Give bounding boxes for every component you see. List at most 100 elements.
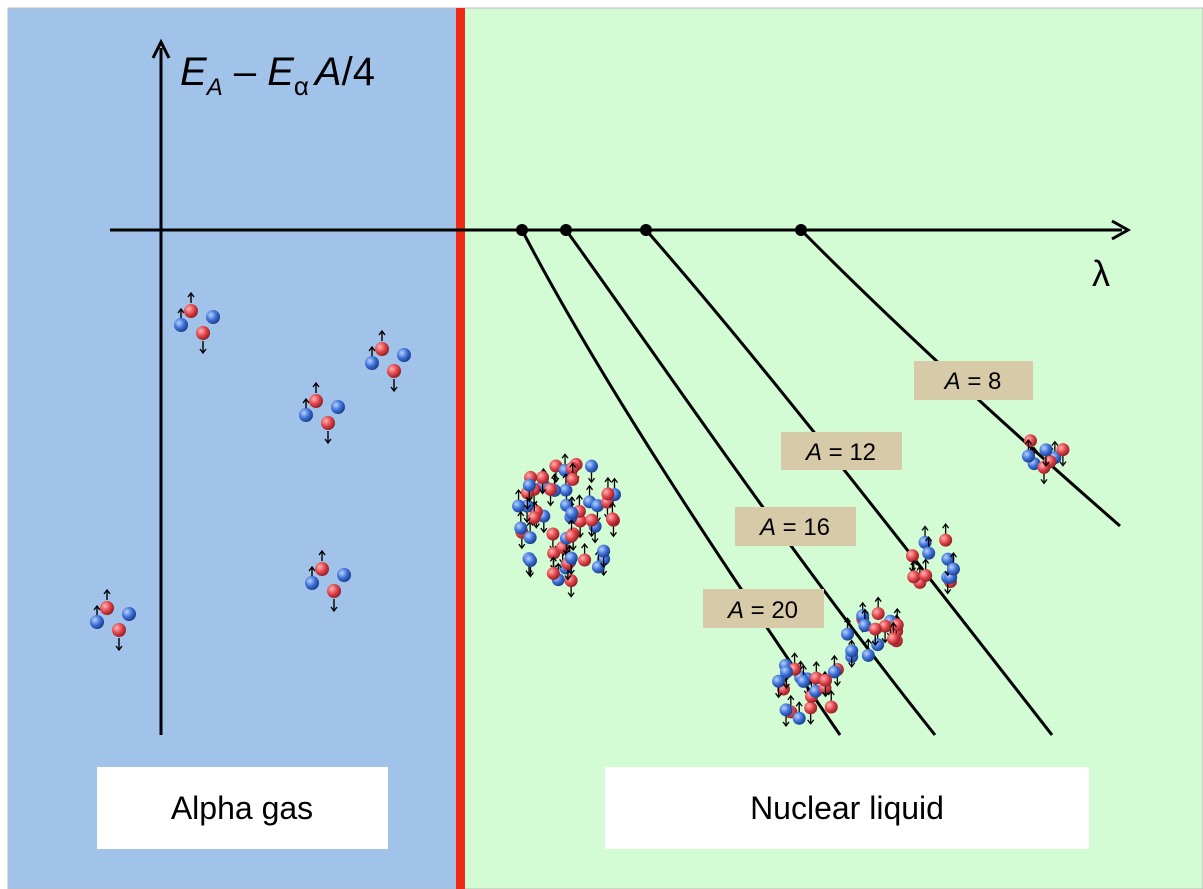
neutron-sphere-icon [523,531,537,545]
neutron-sphere-icon [512,499,526,513]
proton-sphere-icon [907,570,921,584]
neutron-sphere-icon [871,638,885,652]
spin-up-arrow-icon [799,664,807,676]
spin-down-arrow-icon [782,677,790,689]
spin-down-arrow-icon [540,522,548,534]
nucleus-large-icon [512,453,621,598]
svg-text:A = 12: A = 12 [804,439,876,466]
phase-boundary-line [456,8,465,889]
neutron-sphere-icon [845,644,859,658]
spin-down-arrow-icon [944,583,952,595]
spin-up-arrow-icon [830,654,838,666]
proton-sphere-icon [878,619,892,633]
proton-sphere-icon [536,470,550,484]
nucleus-A8-icon [1021,434,1070,485]
spin-up-arrow-icon [517,510,525,523]
spin-down-arrow-icon [591,532,599,544]
spin-down-arrow-icon [547,495,555,507]
neutron-sphere-icon [858,618,872,632]
spin-down-arrow-icon [1042,455,1050,467]
spin-down-arrow-icon [518,538,526,550]
proton-sphere-icon [804,701,818,715]
spin-up-arrow-icon [568,519,576,531]
spin-up-arrow-icon [561,453,569,465]
spin-down-arrow-icon [525,491,533,503]
proton-sphere-icon [1056,443,1070,457]
neutron-sphere-icon [779,665,793,679]
threshold-dot-A12 [640,224,652,236]
spin-down-arrow-icon [523,512,531,524]
proton-sphere-icon [585,513,599,527]
neutron-sphere-icon [827,665,841,679]
spin-up-arrow-icon [575,494,583,506]
spin-up-arrow-icon [844,617,852,629]
spin-down-arrow-icon [539,483,547,495]
spin-up-arrow-icon [610,477,619,489]
neutron-sphere-icon [856,609,870,623]
spin-down-arrow-icon [564,569,572,581]
y-axis-label: EA – Eα A/4 [180,50,375,101]
neutron-sphere-icon [1021,449,1035,463]
proton-sphere-icon [605,512,619,526]
spin-up-arrow-icon [827,689,835,702]
spin-up-arrow-icon [1024,439,1032,451]
proton-sphere-icon [546,566,560,580]
alpha-gas-label: Alpha gas [97,767,388,849]
spin-up-arrow-icon [812,660,820,673]
svg-text:A = 16: A = 16 [758,514,830,541]
spin-down-arrow-icon [807,713,815,725]
neutron-sphere-icon [523,554,537,568]
spin-down-arrow-icon [775,687,783,699]
spin-up-arrow-icon [921,525,929,537]
nuclear-liquid-label: Nuclear liquid [605,767,1089,849]
y-axis-arrowhead-icon [151,38,171,59]
label-A8: A = 8 [914,361,1033,400]
spin-up-arrow-icon [861,608,869,620]
svg-text:Alpha gas: Alpha gas [171,790,313,826]
spin-down-arrow-icon [523,498,531,510]
spin-down-arrow-icon [526,566,534,578]
spin-down-arrow-icon [871,635,879,647]
label-A20: A = 20 [703,589,824,628]
neutron-sphere-icon [861,648,875,662]
neutron-sphere-icon [590,499,604,513]
threshold-dot-A16 [560,224,572,236]
neutron-sphere-icon [772,674,786,688]
proton-sphere-icon [824,700,838,714]
spin-up-arrow-icon [568,496,576,508]
neutron-sphere-icon [565,506,579,520]
label-A12: A = 12 [781,432,902,470]
spin-up-arrow-icon [942,523,950,535]
threshold-dot-A20 [516,224,528,236]
spin-up-arrow-icon [874,596,882,608]
spin-down-arrow-icon [782,715,790,728]
alpha-gas-region [8,8,460,889]
spin-up-arrow-icon [922,558,930,570]
proton-sphere-icon [919,568,933,582]
spin-up-arrow-icon [551,473,559,485]
spin-up-arrow-icon [569,462,577,474]
spin-up-arrow-icon [515,488,523,501]
spin-up-arrow-icon [949,551,957,564]
proton-sphere-icon [565,529,579,543]
spin-down-arrow-icon [600,557,608,569]
neutron-sphere-icon [922,546,936,560]
proton-sphere-icon [819,673,833,687]
spin-up-arrow-icon [549,556,557,568]
svg-text:A = 20: A = 20 [726,597,798,624]
label-A16: A = 16 [735,507,856,546]
neutron-sphere-icon [792,711,806,725]
nucleus-A16-icon [841,596,904,668]
nucleus-A20-icon [772,652,844,728]
proton-sphere-icon [871,607,885,621]
spin-down-arrow-icon [1059,455,1067,467]
spin-up-arrow-icon [893,607,901,619]
neutron-sphere-icon [796,674,810,688]
spin-down-arrow-icon [567,564,575,576]
proton-sphere-icon [1023,434,1037,448]
spin-up-arrow-icon [586,484,594,496]
x-axis-arrowhead-icon [1111,219,1132,241]
proton-sphere-icon [527,511,541,525]
